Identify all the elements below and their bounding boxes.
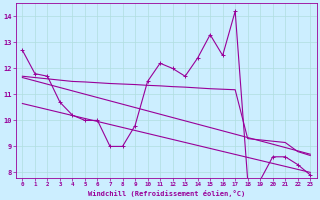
X-axis label: Windchill (Refroidissement éolien,°C): Windchill (Refroidissement éolien,°C) [88, 190, 245, 197]
